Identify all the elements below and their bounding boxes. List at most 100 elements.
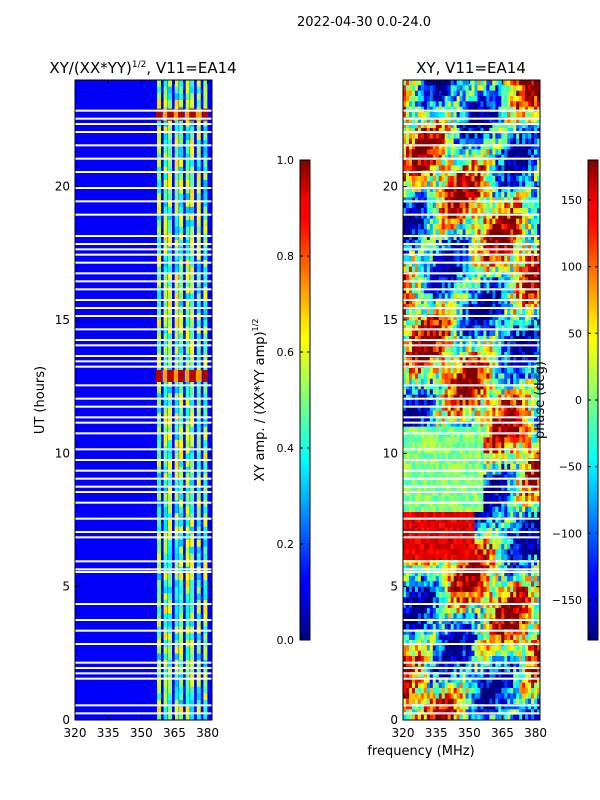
phase-cell [444,378,449,385]
phase-cell [426,208,431,214]
amplitude-data-gap [75,661,212,664]
phase-cell [483,528,487,534]
phase-cell [405,474,410,481]
phase-cell [432,320,437,326]
phase-cell [519,101,523,108]
amplitude-band-cell [190,646,195,654]
amplitude-band-cell [168,706,173,714]
phase-cell [435,245,440,252]
amplitude-band-cell [190,453,195,461]
phase-cell [444,464,449,470]
phase-cell [414,357,419,364]
phase-cell [465,106,469,113]
phase-cell [534,501,538,508]
phase-cell [426,213,431,220]
amplitude-band-cell [185,540,190,548]
amplitude-band-cell [163,180,168,188]
phase-cell [426,501,431,508]
amplitude-band-cell [179,520,184,528]
phase-cell [513,261,517,268]
amplitude-data-gap [75,344,212,347]
phase-cell [417,357,422,364]
phase-cell [510,426,514,433]
phase-cell [453,469,458,476]
phase-cell [483,448,487,454]
amplitude-band-cell [163,706,168,714]
phase-cell [450,405,455,412]
phase-cell [486,149,490,156]
phase-cell [450,416,455,422]
amplitude-band-cell [156,700,161,708]
phase-cell [477,165,481,172]
phase-cell [522,240,526,246]
phase-cell [429,229,434,236]
phase-cell [480,250,484,257]
phase-cell [501,112,505,118]
phase-cell [531,101,535,108]
phase-cell [468,394,472,401]
phase-cell [411,234,416,241]
phase-cell [414,533,419,540]
phase-cell [498,277,502,284]
amplitude-band-cell [174,393,179,401]
phase-cell [429,170,434,177]
phase-cell [534,282,538,289]
phase-cell [486,293,490,300]
phase-cell [480,528,484,534]
amplitude-band-cell [185,480,190,488]
amplitude-band-cell [196,586,201,594]
phase-cell [513,373,517,380]
phase-cell [489,378,493,385]
phase-cell [471,144,475,150]
phase-cell [483,256,487,262]
phase-cell [438,128,443,134]
phase-cell [426,144,431,150]
phase-cell [414,426,419,433]
phase-cell [459,80,463,86]
phase-cell [486,112,490,118]
phase-cell [405,533,410,540]
phase-cell [444,528,449,534]
phase-cell [459,496,463,502]
phase-cell [420,512,425,518]
amplitude-band-cell [185,360,190,368]
phase-cell [531,250,535,257]
phase-cell [489,368,493,374]
phase-cell [519,202,523,209]
phase-cell [486,96,490,102]
phase-cell [405,192,410,198]
phase-cell [453,528,458,534]
phase-cell [408,213,413,220]
phase-cell [486,208,490,214]
phase-cell [403,352,407,358]
amplitude-band-cell [190,346,195,354]
phase-cell [435,202,440,209]
phase-cell [420,160,425,166]
phase-cell [516,170,520,177]
phase-cell [459,533,463,540]
phase-cell [498,288,502,294]
phase-cell [417,218,422,225]
phase-cell [438,442,443,449]
phase-cell [513,480,517,486]
phase-cell [534,288,538,294]
phase-cell [450,112,455,118]
amplitude-band-cell [168,220,173,228]
phase-cell [492,298,496,305]
phase-cell [444,122,449,129]
phase-cell [516,85,520,92]
phase-cell [477,405,481,412]
phase-cell [441,464,446,470]
phase-cell [495,373,499,380]
phase-cell [492,229,496,236]
phase-cell [435,432,440,438]
phase-cell [522,405,526,412]
phase-cell [435,378,440,385]
phase-cell [441,229,446,236]
amplitude-band-cell [190,273,195,281]
amplitude-band-cell [179,653,184,661]
amplitude-band-cell [196,453,201,461]
phase-cell [519,336,523,342]
phase-cell [426,282,431,289]
phase-cell [534,149,538,156]
